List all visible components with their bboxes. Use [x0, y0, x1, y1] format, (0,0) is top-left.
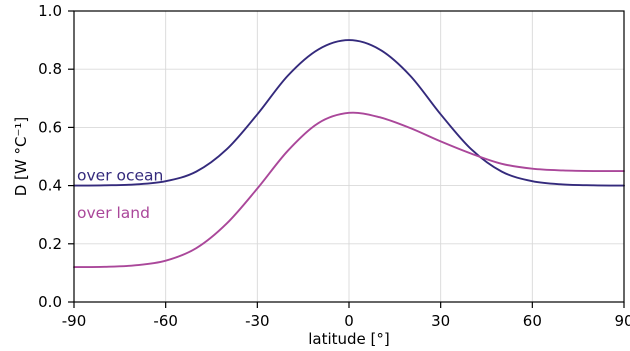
x-tick-label-90: -90 — [62, 312, 87, 330]
y-tick-label-0-6: 0.6 — [38, 118, 62, 136]
y-tick-label-1: 1.0 — [38, 2, 62, 20]
x-tick-label-30: -30 — [245, 312, 270, 330]
series-label-over-ocean: over ocean — [77, 167, 163, 185]
x-tick-label-60: -60 — [153, 312, 178, 330]
x-axis-label: latitude [°] — [308, 330, 390, 348]
x-tick-label-30: 30 — [431, 312, 450, 330]
series-lines — [73, 39, 625, 269]
x-tick-label-90: 90 — [614, 312, 630, 330]
tick-labels: -90 -60 -30 0 30 60 90 0.0 0.2 0.4 0.6 0.8 1.0 — [38, 2, 630, 330]
y-tick-label-0-8: 0.8 — [38, 60, 62, 78]
series-line-over-ocean — [73, 39, 625, 187]
y-tick-label-0: 0.0 — [38, 293, 62, 311]
y-tick-label-0-2: 0.2 — [38, 235, 62, 253]
x-tick-label-0: 0 — [344, 312, 354, 330]
y-tick-label-0-4: 0.4 — [38, 177, 62, 195]
series-line-over-land — [73, 111, 625, 269]
x-tick-label-60: 60 — [523, 312, 542, 330]
ticks — [68, 10, 625, 308]
grid — [73, 10, 625, 303]
series-label-over-land: over land — [77, 204, 150, 222]
y-axis-label: D [W °C⁻¹] — [12, 117, 30, 197]
